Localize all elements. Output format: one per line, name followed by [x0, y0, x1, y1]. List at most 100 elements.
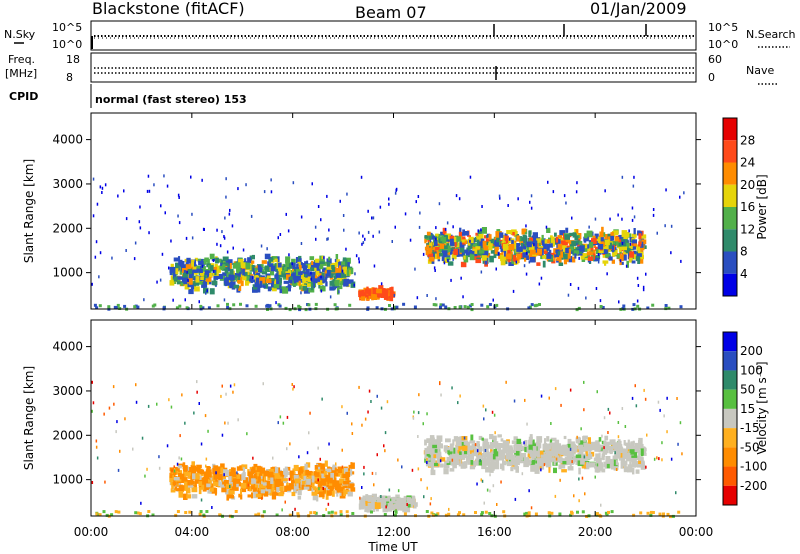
- echo-cell: [242, 276, 247, 281]
- echo-cell: [661, 458, 663, 462]
- echo-cell: [267, 475, 273, 481]
- echo-cell: [361, 423, 363, 427]
- echo-cell: [116, 420, 118, 424]
- echo-cell: [573, 494, 575, 498]
- echo-cell: [227, 259, 233, 265]
- echo-cell: [521, 472, 524, 476]
- echo-cell: [522, 252, 528, 258]
- echo-cell: [330, 472, 334, 480]
- echo-cell: [212, 266, 217, 271]
- echo-cell: [350, 487, 356, 492]
- echo-cell: [219, 244, 222, 248]
- echo-cell: [621, 407, 624, 410]
- echo-cell: [514, 497, 517, 501]
- echo-cell: [476, 239, 480, 246]
- echo-cell: [361, 290, 365, 297]
- echo-cell: [622, 304, 626, 308]
- echo-cell: [604, 262, 607, 266]
- echo-cell: [295, 269, 301, 276]
- echo-cell: [606, 463, 610, 469]
- echo-cell: [636, 304, 640, 308]
- echo-cell: [187, 283, 194, 288]
- echo-cell: [404, 212, 407, 216]
- echo-cell: [651, 303, 655, 307]
- echo-cell: [255, 275, 258, 280]
- echo-cell: [490, 250, 495, 254]
- echo-cell: [472, 245, 477, 251]
- echo-cell: [286, 466, 291, 471]
- echo-cell: [528, 253, 533, 260]
- echo-cell: [325, 492, 329, 500]
- echo-cell: [244, 478, 248, 484]
- echo-cell: [606, 272, 608, 276]
- echo-cell: [293, 488, 298, 494]
- echo-cell: [358, 290, 364, 297]
- echo-cell: [537, 248, 543, 255]
- echo-cell: [631, 445, 637, 452]
- echo-cell: [491, 410, 494, 414]
- echo-cell: [388, 488, 391, 492]
- echo-cell: [492, 298, 494, 302]
- echo-cell: [201, 484, 205, 490]
- echo-cell: [436, 251, 440, 259]
- echo-cell: [463, 440, 469, 445]
- echo-cell: [575, 190, 578, 194]
- echo-cell: [583, 380, 585, 384]
- echo-cell: [579, 249, 583, 254]
- echo-cell: [212, 468, 218, 475]
- echo-cell: [236, 483, 239, 488]
- echo-cell: [191, 470, 196, 474]
- echo-cell: [225, 282, 232, 286]
- echo-cell: [168, 398, 170, 402]
- echo-cell: [453, 248, 458, 256]
- echo-cell: [323, 471, 327, 478]
- echo-cell: [342, 473, 346, 478]
- echo-cell: [534, 468, 540, 474]
- echo-cell: [435, 446, 441, 450]
- echo-cell: [554, 387, 557, 391]
- echo-cell: [237, 276, 243, 284]
- echo-cell: [107, 305, 111, 309]
- echo-cell: [480, 511, 484, 515]
- echo-cell: [581, 445, 587, 452]
- echo-cell: [266, 247, 268, 251]
- echo-cell: [438, 202, 441, 206]
- echo-cell: [113, 402, 115, 406]
- echo-cell: [590, 451, 595, 457]
- echo-cell: [101, 186, 104, 190]
- echo-cell: [336, 273, 341, 279]
- echo-cell: [638, 233, 642, 240]
- echo-cell: [479, 245, 482, 250]
- echo-cell: [414, 267, 416, 271]
- echo-cell: [327, 272, 334, 278]
- echo-cell: [394, 191, 397, 195]
- echo-cell: [227, 267, 231, 272]
- colorbar-swatch: [723, 332, 737, 352]
- echo-cell: [170, 488, 176, 493]
- echo-cell: [215, 265, 220, 273]
- echo-cell: [169, 467, 175, 472]
- echo-cell: [282, 270, 285, 274]
- echo-cell: [463, 255, 469, 263]
- echo-cell: [476, 236, 481, 242]
- echo-cell: [272, 279, 277, 285]
- echo-cell: [502, 255, 507, 261]
- echo-cell: [380, 406, 383, 410]
- echo-cell: [380, 495, 382, 498]
- echo-cell: [232, 482, 239, 489]
- echo-cell: [339, 491, 346, 499]
- echo-cell: [138, 220, 141, 224]
- echo-cell: [348, 267, 354, 275]
- echo-cell: [576, 181, 578, 185]
- echo-cell: [499, 232, 504, 238]
- echo-cell: [270, 178, 272, 182]
- echo-cell: [538, 303, 541, 306]
- echo-cell: [639, 242, 644, 248]
- echo-cell: [603, 246, 608, 250]
- echo-cell: [482, 438, 489, 445]
- echo-cell: [483, 501, 485, 505]
- echo-cell: [489, 466, 495, 471]
- echo-cell: [521, 447, 527, 451]
- echo-cell: [203, 486, 209, 490]
- echo-cell: [312, 271, 316, 276]
